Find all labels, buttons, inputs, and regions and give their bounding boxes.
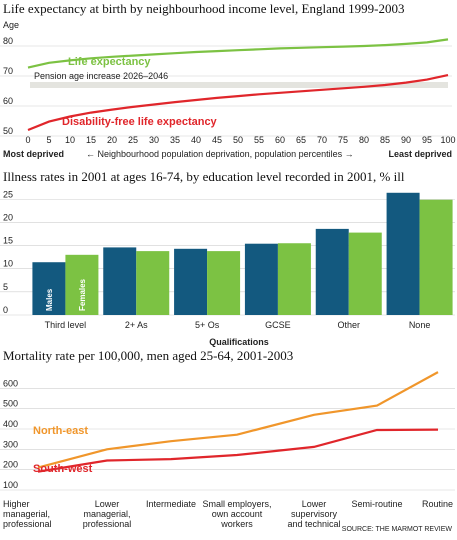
x-label-least-deprived: Least deprived [388, 149, 452, 159]
source-note: SOURCE: THE MARMOT REVIEW [342, 526, 453, 533]
chart1-xtick-label: 40 [191, 135, 201, 145]
chart1-xtick-label: 25 [128, 135, 138, 145]
chart1-title: Life expectancy at birth by neighbourhoo… [3, 1, 404, 16]
chart3-category-label: Lower managerial, professional [83, 499, 132, 529]
chart3-series-line-0 [37, 371, 439, 469]
chart2-ytick-label: 20 [3, 212, 13, 222]
x-label-most-deprived: Most deprived [3, 149, 64, 159]
chart2-ytick-label: 15 [3, 236, 13, 246]
chart2-category-label: GCSE [265, 320, 291, 330]
pension-age-band [30, 82, 448, 88]
pension-age-band-label: Pension age increase 2026–2046 [34, 71, 168, 81]
chart1-series-line-1 [27, 74, 449, 132]
chart2-ytick-label: 10 [3, 259, 13, 269]
chart2-xlabel: Qualifications [209, 337, 269, 347]
chart2-series-label-females: Females [78, 278, 87, 311]
chart1-xtick-label: 0 [25, 135, 30, 145]
chart3-category-label: Small employers, own account workers [202, 499, 271, 529]
mortality-rate-chart: Mortality rate per 100,000, men aged 25-… [0, 348, 455, 533]
chart2-category-label: None [409, 320, 431, 330]
chart1-ytick-label: 70 [3, 66, 13, 76]
chart1-xtick-label: 100 [440, 135, 455, 145]
series-label-life-expectancy: Life expectancy [68, 56, 151, 68]
chart2-bar-males-4 [315, 228, 349, 315]
chart2-title: Illness rates in 2001 at ages 16-74, by … [3, 169, 405, 184]
life-expectancy-chart: Life expectancy at birth by neighbourhoo… [0, 1, 456, 159]
chart1-ytick-label: 50 [3, 126, 13, 136]
chart1-xtick-label: 55 [254, 135, 264, 145]
chart2-bar-females-5 [419, 199, 453, 315]
chart1-ylabel: Age [3, 20, 19, 30]
chart1-xtick-label: 10 [65, 135, 75, 145]
chart2-bar-females-3 [277, 243, 311, 315]
chart2-bar-males-0 [32, 262, 66, 315]
chart3-ytick-label: 500 [3, 399, 18, 409]
series-label-north-east: North-east [33, 425, 88, 437]
chart1-series-line-0 [27, 38, 449, 69]
chart3-series-line-1 [37, 428, 439, 473]
chart2-bar-males-3 [244, 243, 278, 315]
chart1-xtick-label: 95 [422, 135, 432, 145]
chart1-ytick-label: 80 [3, 36, 13, 46]
chart2-bar-females-4 [348, 232, 382, 315]
chart1-xtick-label: 85 [380, 135, 390, 145]
chart2-bar-males-1 [103, 247, 137, 315]
chart3-ytick-label: 200 [3, 460, 18, 470]
chart2-bar-females-0 [65, 254, 99, 315]
chart3-category-label: Routine [422, 499, 453, 509]
chart3-ytick-label: 600 [3, 378, 18, 388]
chart3-ytick-label: 100 [3, 480, 18, 490]
chart1-xtick-label: 30 [149, 135, 159, 145]
chart3-category-label: Intermediate [146, 499, 196, 509]
chart3-category-label: Lower supervisory and technical [287, 499, 340, 529]
chart3-category-label: Semi-routine [351, 499, 402, 509]
chart1-xtick-label: 90 [401, 135, 411, 145]
chart1-xtick-label: 20 [107, 135, 117, 145]
chart1-xtick-label: 75 [338, 135, 348, 145]
chart3-ytick-label: 400 [3, 419, 18, 429]
chart1-xtick-label: 35 [170, 135, 180, 145]
chart3-title: Mortality rate per 100,000, men aged 25-… [3, 348, 293, 363]
chart1-xtick-label: 65 [296, 135, 306, 145]
chart2-category-label: Third level [45, 320, 87, 330]
chart2-category-label: 5+ Os [195, 320, 220, 330]
chart1-xtick-label: 5 [46, 135, 51, 145]
chart1-xtick-label: 60 [275, 135, 285, 145]
chart2-ytick-label: 5 [3, 282, 8, 292]
chart2-category-label: 2+ As [125, 320, 148, 330]
x-label-middle: ← Neighbourhood population deprivation, … [86, 149, 354, 159]
chart2-category-label: Other [337, 320, 360, 330]
chart2-bar-males-5 [386, 192, 420, 315]
chart2-bar-females-2 [207, 251, 241, 315]
chart2-ytick-label: 25 [3, 189, 13, 199]
illness-rates-chart: Illness rates in 2001 at ages 16-74, by … [0, 169, 455, 347]
chart1-xtick-label: 15 [86, 135, 96, 145]
chart3-ytick-label: 300 [3, 439, 18, 449]
chart2-bar-females-1 [136, 251, 170, 315]
series-label-disability-free-life-expectancy: Disability-free life expectancy [62, 116, 218, 128]
chart1-xtick-label: 70 [317, 135, 327, 145]
chart1-xtick-label: 45 [212, 135, 222, 145]
chart3-category-label: Higher managerial, professional [3, 499, 52, 529]
series-label-south-west: South-west [33, 463, 93, 475]
chart2-series-label-males: Males [45, 288, 54, 311]
chart1-xtick-label: 80 [359, 135, 369, 145]
chart1-ytick-label: 60 [3, 96, 13, 106]
chart1-xtick-label: 50 [233, 135, 243, 145]
chart2-ytick-label: 0 [3, 305, 8, 315]
chart2-bar-males-2 [174, 248, 208, 315]
